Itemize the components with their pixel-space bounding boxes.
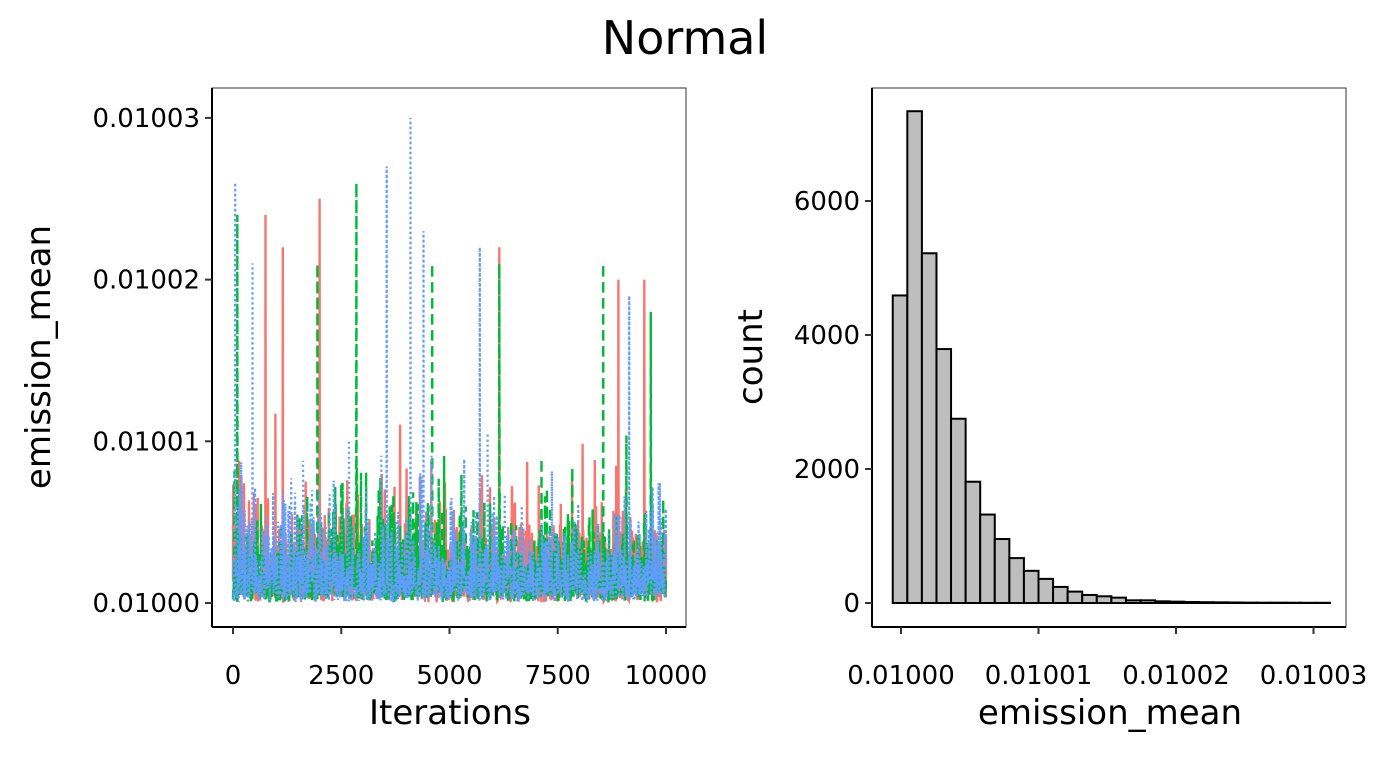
hist-y-tick-label: 2000 (794, 455, 860, 485)
hist-bar (1228, 602, 1243, 603)
trace-y-label: emission_mean (19, 225, 59, 489)
hist-bar (980, 515, 995, 603)
hist-y-tick-label: 4000 (794, 321, 860, 351)
hist-bar (936, 349, 951, 603)
trace-y-tick-label: 0.01003 (92, 104, 200, 134)
trace-y-tick-label: 0.01000 (92, 589, 200, 619)
trace-x-tick-label: 7500 (525, 661, 591, 691)
hist-bar (1141, 600, 1156, 603)
hist-bar (922, 253, 937, 603)
hist-bar (1053, 587, 1068, 603)
hist-bar (1068, 592, 1083, 603)
hist-bar (1155, 601, 1170, 603)
hist-bar (1170, 602, 1185, 603)
hist-bar (1039, 579, 1054, 603)
hist-bar (951, 419, 966, 603)
hist-x-label: emission_mean (978, 693, 1242, 733)
hist-bar (1097, 596, 1112, 603)
hist-x-tick-label: 0.01003 (1260, 661, 1368, 691)
trace-x-tick-label: 2500 (308, 661, 374, 691)
hist-bar (1024, 571, 1039, 603)
histogram: 0.01000 0.01001 0.01002 0.01003 0 2000 4000 600… (731, 88, 1367, 733)
trace-x-tick-label: 5000 (416, 661, 482, 691)
hist-bar (1082, 595, 1097, 603)
hist-y-tick-label: 0 (843, 589, 860, 619)
hist-bar (1184, 602, 1199, 603)
trace-y-tick-label: 0.01001 (92, 427, 200, 457)
hist-bar (907, 111, 922, 603)
figure-title: Normal (602, 11, 768, 65)
hist-bar (893, 295, 908, 603)
hist-bar (1009, 558, 1024, 603)
hist-x-tick-label: 0.01002 (1122, 661, 1230, 691)
hist-y-tick-label: 6000 (794, 187, 860, 217)
hist-bar (1199, 602, 1214, 603)
hist-bar (1126, 600, 1141, 603)
hist-x-tick-label: 0.01001 (985, 661, 1093, 691)
trace-y-tick-label: 0.01002 (92, 266, 200, 296)
hist-bar (995, 539, 1010, 603)
hist-bar (1213, 602, 1228, 603)
trace-x-tick-label: 10000 (625, 661, 708, 691)
trace-x-tick-label: 0 (225, 661, 242, 691)
trace-x-label: Iterations (369, 693, 531, 733)
hist-x-tick-label: 0.01000 (847, 661, 955, 691)
hist-bar (966, 482, 981, 603)
hist-y-label: count (731, 309, 771, 405)
hist-bar (1111, 598, 1126, 603)
trace-plot: 0 2500 5000 7500 10000 0.01000 0.01001 0.01002 0… (19, 88, 707, 733)
